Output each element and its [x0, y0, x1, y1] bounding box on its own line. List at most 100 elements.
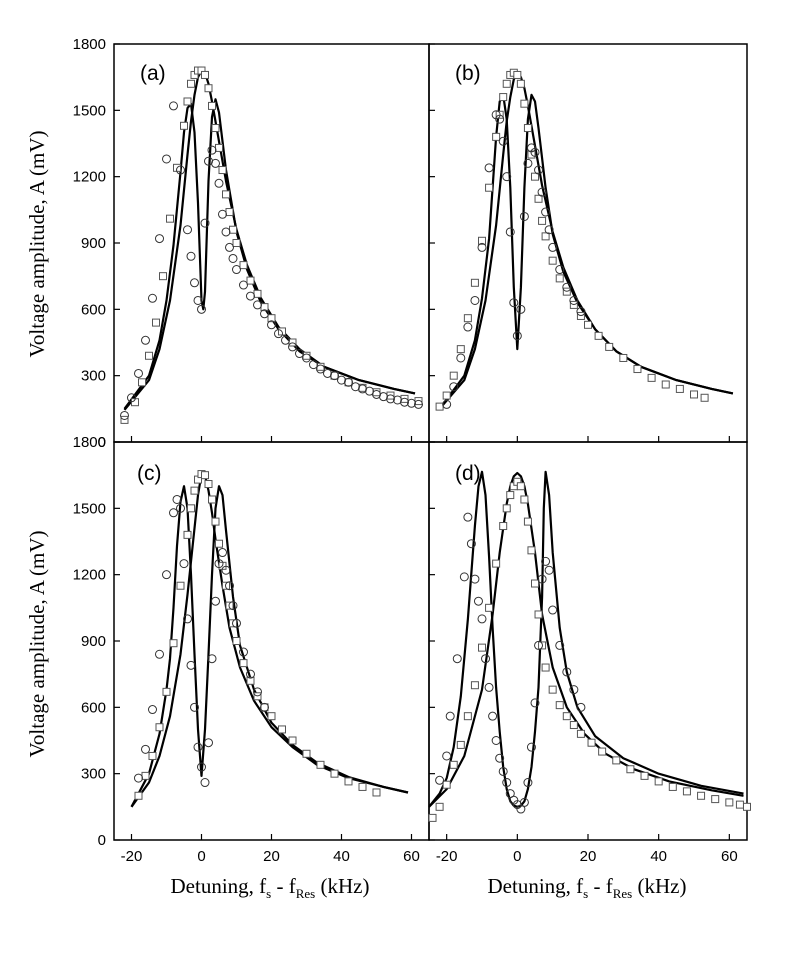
panel-a-frame [113, 43, 430, 443]
circle-marker [183, 614, 192, 624]
circle-marker [544, 565, 554, 575]
circle-marker [190, 278, 199, 288]
square-marker [520, 99, 529, 108]
circle-marker [260, 309, 269, 319]
square-marker [541, 663, 550, 672]
square-marker [187, 79, 195, 88]
square-marker [211, 517, 220, 526]
circle-marker [435, 775, 445, 785]
circle-marker [470, 574, 480, 584]
circle-marker [534, 165, 544, 175]
panel-d-label: (d) [455, 462, 481, 485]
circle-marker [519, 797, 529, 807]
circle-marker [463, 512, 473, 522]
circle-marker [330, 371, 339, 381]
circle-marker [211, 158, 220, 168]
circle-marker [232, 618, 241, 628]
circle-marker [221, 227, 231, 237]
x-tick-label: 40 [333, 848, 350, 865]
square-marker [253, 289, 262, 298]
circle-marker [176, 165, 185, 175]
circle-marker [246, 669, 255, 679]
panel-a-label: (a) [140, 62, 166, 85]
circle-marker [498, 136, 508, 146]
square-marker [204, 84, 213, 93]
circle-marker [470, 295, 480, 305]
circle-marker [414, 399, 423, 409]
circle-marker [239, 647, 248, 657]
square-marker [548, 256, 557, 265]
square-marker [485, 603, 494, 612]
circle-marker [488, 711, 498, 721]
square-marker [190, 486, 199, 495]
circle-marker [477, 242, 487, 252]
circle-marker [400, 397, 409, 407]
circle-marker [193, 742, 203, 752]
circle-marker [463, 322, 473, 332]
circle-marker [239, 280, 248, 290]
circle-marker [495, 753, 505, 763]
circle-marker [505, 227, 515, 237]
circle-marker [197, 304, 206, 314]
x-title-sub1: s [266, 886, 271, 901]
square-marker [316, 760, 325, 769]
square-marker [569, 721, 578, 730]
square-marker [159, 272, 167, 281]
square-marker [183, 530, 192, 539]
y-tick-label: 1800 [73, 434, 106, 451]
circle-marker [228, 253, 238, 263]
square-marker [148, 751, 157, 760]
square-marker [725, 798, 734, 807]
square-marker [302, 351, 311, 360]
square-marker [743, 802, 751, 811]
square-marker [267, 314, 276, 323]
x-axis-title-left: Detuning, fs - fRes (kHz) [171, 874, 370, 901]
circle-marker [225, 242, 234, 252]
square-marker [225, 208, 234, 217]
circle-marker [562, 282, 572, 292]
circle-marker [344, 377, 353, 387]
circle-marker [445, 711, 455, 721]
square-marker [534, 194, 543, 203]
square-marker [229, 225, 237, 234]
circle-marker [197, 762, 206, 772]
fit-curve [438, 93, 734, 410]
circle-marker [537, 574, 547, 584]
square-marker [372, 788, 381, 797]
circle-marker [526, 742, 536, 752]
square-marker [215, 143, 223, 152]
circle-marker [267, 320, 276, 330]
square-marker [612, 756, 621, 765]
circle-marker [316, 364, 325, 374]
square-marker [485, 183, 494, 192]
square-marker [548, 685, 557, 694]
circle-marker [466, 539, 476, 549]
x-title-prefix: Detuning, f [171, 874, 267, 898]
panel-b: (b) [428, 43, 748, 443]
y-tick-label: 900 [81, 633, 106, 650]
square-marker [527, 546, 536, 555]
square-marker [358, 782, 367, 791]
square-marker [499, 93, 508, 102]
circle-marker [523, 778, 533, 788]
square-marker [640, 771, 649, 780]
x-title-mid: - f [271, 874, 296, 898]
circle-marker [148, 705, 157, 715]
circle-marker [544, 225, 554, 235]
y-tick-label: 0 [98, 832, 106, 849]
circle-marker [169, 508, 178, 518]
square-marker [619, 353, 628, 362]
x-axis-title-right: Detuning, fs - fRes (kHz) [488, 874, 687, 901]
y-tick-label: 300 [81, 766, 106, 783]
square-marker [208, 101, 216, 110]
circle-marker [155, 234, 164, 244]
panel-b-frame [428, 43, 748, 443]
circle-marker [120, 410, 129, 420]
square-marker [675, 384, 684, 393]
circle-marker [186, 251, 196, 261]
square-marker [516, 482, 525, 491]
square-marker [463, 314, 472, 323]
panel-d-plot: -20 0 20 40 60 [428, 470, 751, 865]
circle-marker [211, 596, 220, 606]
circle-marker [172, 494, 182, 504]
